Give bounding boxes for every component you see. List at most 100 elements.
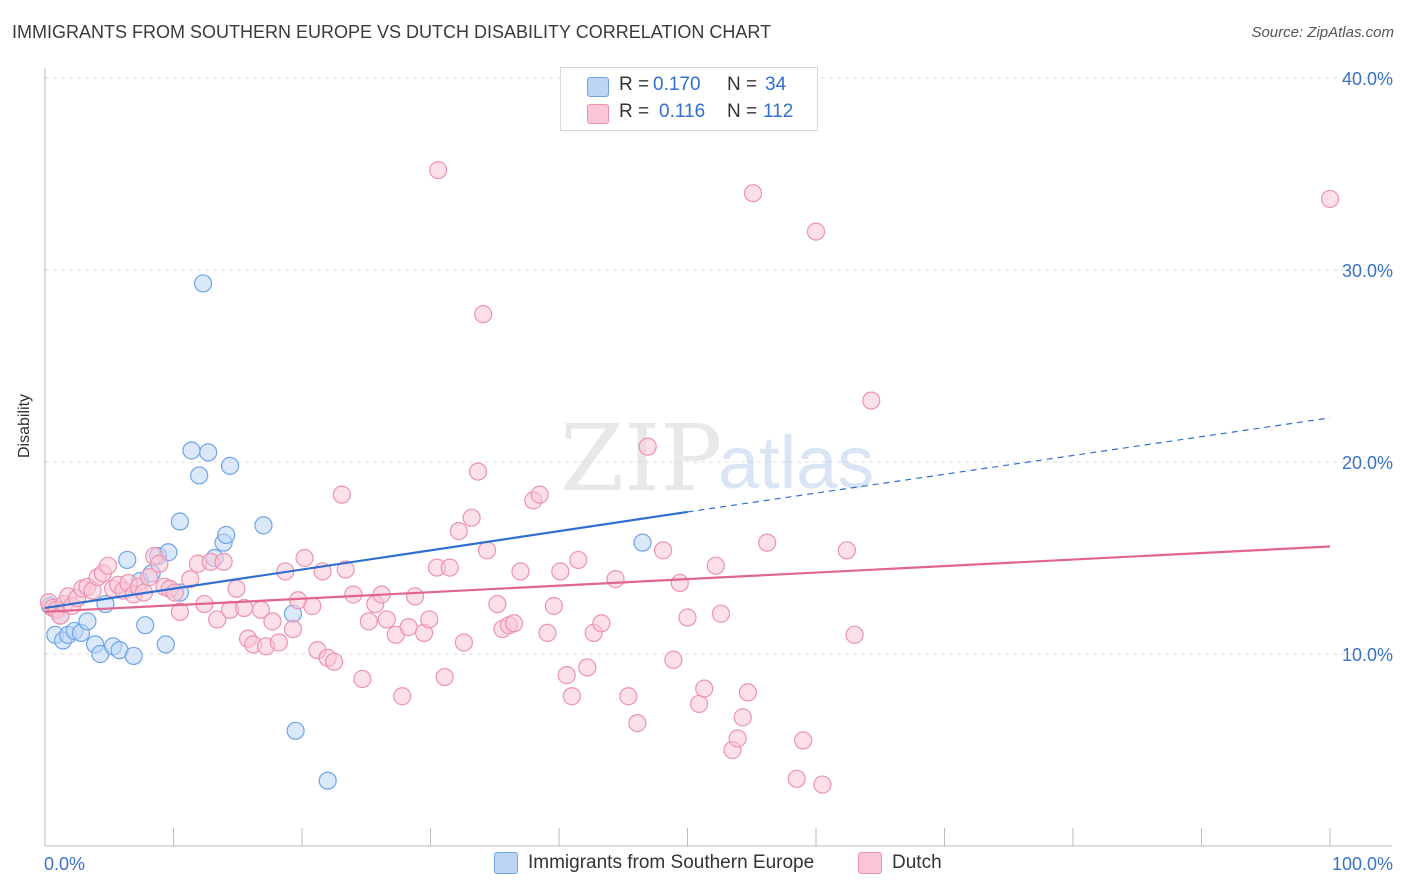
point-dutch <box>462 508 481 527</box>
point-dutch <box>393 687 412 706</box>
legend-r-value: 0.116 <box>659 101 706 122</box>
point-southern-europe <box>190 466 209 485</box>
watermark-zip: ZIP <box>560 405 722 512</box>
point-dutch <box>227 579 246 598</box>
x-tick-label: 0.0% <box>44 854 85 874</box>
point-dutch <box>743 184 763 203</box>
point-dutch <box>208 610 227 629</box>
point-dutch <box>332 485 351 504</box>
axes <box>44 68 1392 847</box>
point-dutch <box>474 305 493 324</box>
point-dutch <box>325 652 344 671</box>
point-dutch <box>269 633 288 652</box>
point-dutch <box>139 568 159 587</box>
legend-label: Dutch <box>892 852 942 873</box>
legend-swatch-blue <box>494 852 518 874</box>
point-dutch <box>359 612 378 631</box>
y-tick-label: 40.0% <box>1342 69 1393 89</box>
watermark: ZIP atlas <box>560 405 874 512</box>
point-dutch <box>538 623 557 642</box>
point-dutch <box>638 437 657 456</box>
point-dutch <box>150 554 169 573</box>
point-dutch <box>862 391 881 410</box>
point-dutch <box>468 462 488 481</box>
tick-labels: 10.0% 20.0% 30.0% 40.0% 0.0% 100.0% <box>44 69 1393 874</box>
point-southern-europe <box>286 721 305 740</box>
point-southern-europe <box>136 616 155 635</box>
trend-dutch <box>44 545 1331 613</box>
point-southern-europe <box>633 533 652 552</box>
point-southern-europe <box>318 771 337 790</box>
point-southern-europe <box>217 525 236 545</box>
legend-n-value: 34 <box>765 74 787 95</box>
point-dutch <box>399 618 418 637</box>
point-southern-europe <box>170 512 190 531</box>
source-label: Source: ZipAtlas.com <box>1251 24 1394 41</box>
point-dutch <box>711 604 731 623</box>
point-dutch <box>181 570 200 589</box>
point-dutch <box>845 625 864 644</box>
legend-correlation: R = 0.170 N = 34 R = 0.116 N = 112 <box>560 67 818 131</box>
point-dutch <box>758 533 777 552</box>
point-southern-europe <box>118 550 137 570</box>
point-dutch <box>336 560 355 579</box>
point-dutch <box>695 679 714 698</box>
legend-r-label: R = <box>619 101 650 122</box>
legend-swatch-pink <box>587 104 609 124</box>
point-dutch <box>214 552 233 571</box>
point-dutch <box>689 694 709 714</box>
point-southern-europe <box>78 612 97 631</box>
point-southern-europe <box>124 646 143 666</box>
point-dutch <box>557 666 576 685</box>
legend-series: Immigrants from Southern Europe Dutch <box>0 850 1406 878</box>
point-dutch <box>353 669 372 689</box>
point-dutch <box>435 667 454 687</box>
point-dutch <box>504 614 524 633</box>
point-southern-europe <box>199 443 218 462</box>
point-dutch <box>477 541 497 560</box>
point-dutch <box>670 573 689 593</box>
point-dutch <box>733 708 752 727</box>
point-dutch <box>794 731 813 750</box>
point-southern-europe <box>254 516 273 535</box>
point-dutch <box>628 714 647 733</box>
y-axis-label: Disability <box>16 393 33 458</box>
point-dutch <box>664 650 683 669</box>
point-dutch <box>283 619 303 639</box>
legend-r-value: 0.170 <box>653 74 701 95</box>
chart-title: IMMIGRANTS FROM SOUTHERN EUROPE VS DUTCH… <box>12 22 772 42</box>
point-dutch <box>562 687 581 706</box>
y-tick-label: 10.0% <box>1342 645 1393 665</box>
point-dutch <box>578 658 597 677</box>
point-dutch <box>806 222 826 241</box>
point-dutch <box>170 602 190 621</box>
point-dutch <box>728 729 747 748</box>
point-dutch <box>488 594 507 614</box>
legend-n-value: 112 <box>763 101 794 122</box>
point-dutch <box>1320 189 1340 209</box>
point-dutch <box>837 541 856 560</box>
point-dutch <box>454 633 474 652</box>
point-dutch <box>263 612 282 631</box>
y-tick-label: 30.0% <box>1342 261 1393 281</box>
point-southern-europe <box>220 456 240 475</box>
point-dutch <box>295 548 314 568</box>
point-dutch <box>551 562 570 581</box>
point-dutch <box>606 570 625 589</box>
point-dutch <box>377 610 396 629</box>
point-dutch <box>530 485 549 504</box>
point-dutch <box>344 585 363 604</box>
legend-n-label: N = <box>727 74 758 95</box>
point-dutch <box>787 769 806 788</box>
point-dutch <box>511 562 530 581</box>
point-dutch <box>569 550 588 570</box>
watermark-atlas: atlas <box>718 421 874 504</box>
point-southern-europe <box>193 274 213 293</box>
point-southern-europe <box>156 635 175 654</box>
point-dutch <box>98 556 118 575</box>
trend-southern-europe <box>44 510 688 610</box>
point-dutch <box>405 587 425 606</box>
point-dutch <box>544 596 563 616</box>
point-dutch <box>592 614 611 633</box>
